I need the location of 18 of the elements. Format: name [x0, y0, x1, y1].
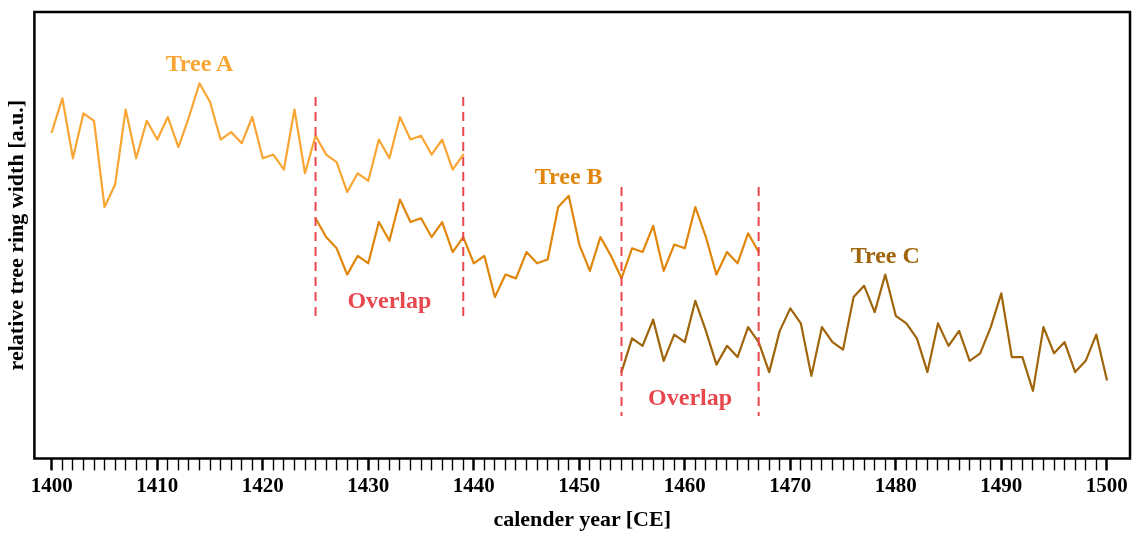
- x-tick-label: 1450: [558, 473, 601, 498]
- annotation: Overlap: [347, 286, 432, 313]
- y-axis-title: relative tree ring width [a.u.]: [2, 99, 28, 371]
- x-tick-label: 1460: [663, 473, 706, 498]
- x-tick-label: 1500: [1085, 473, 1128, 498]
- x-tick-label: 1430: [347, 473, 390, 498]
- series-label: Tree A: [165, 50, 235, 77]
- annotation: Overlap: [648, 384, 733, 411]
- x-tick-label: 1480: [874, 473, 917, 498]
- x-tick-label: 1440: [452, 473, 495, 498]
- x-tick-label: 1490: [980, 473, 1023, 498]
- x-tick-label: 1420: [241, 473, 284, 498]
- x-tick-label: 1410: [136, 473, 179, 498]
- x-tick-label: 1470: [769, 473, 812, 498]
- x-tick-label: 1400: [30, 473, 73, 498]
- series-label: Tree C: [850, 241, 920, 268]
- series-label: Tree B: [534, 163, 603, 190]
- x-axis-title: calender year [CE]: [493, 506, 671, 532]
